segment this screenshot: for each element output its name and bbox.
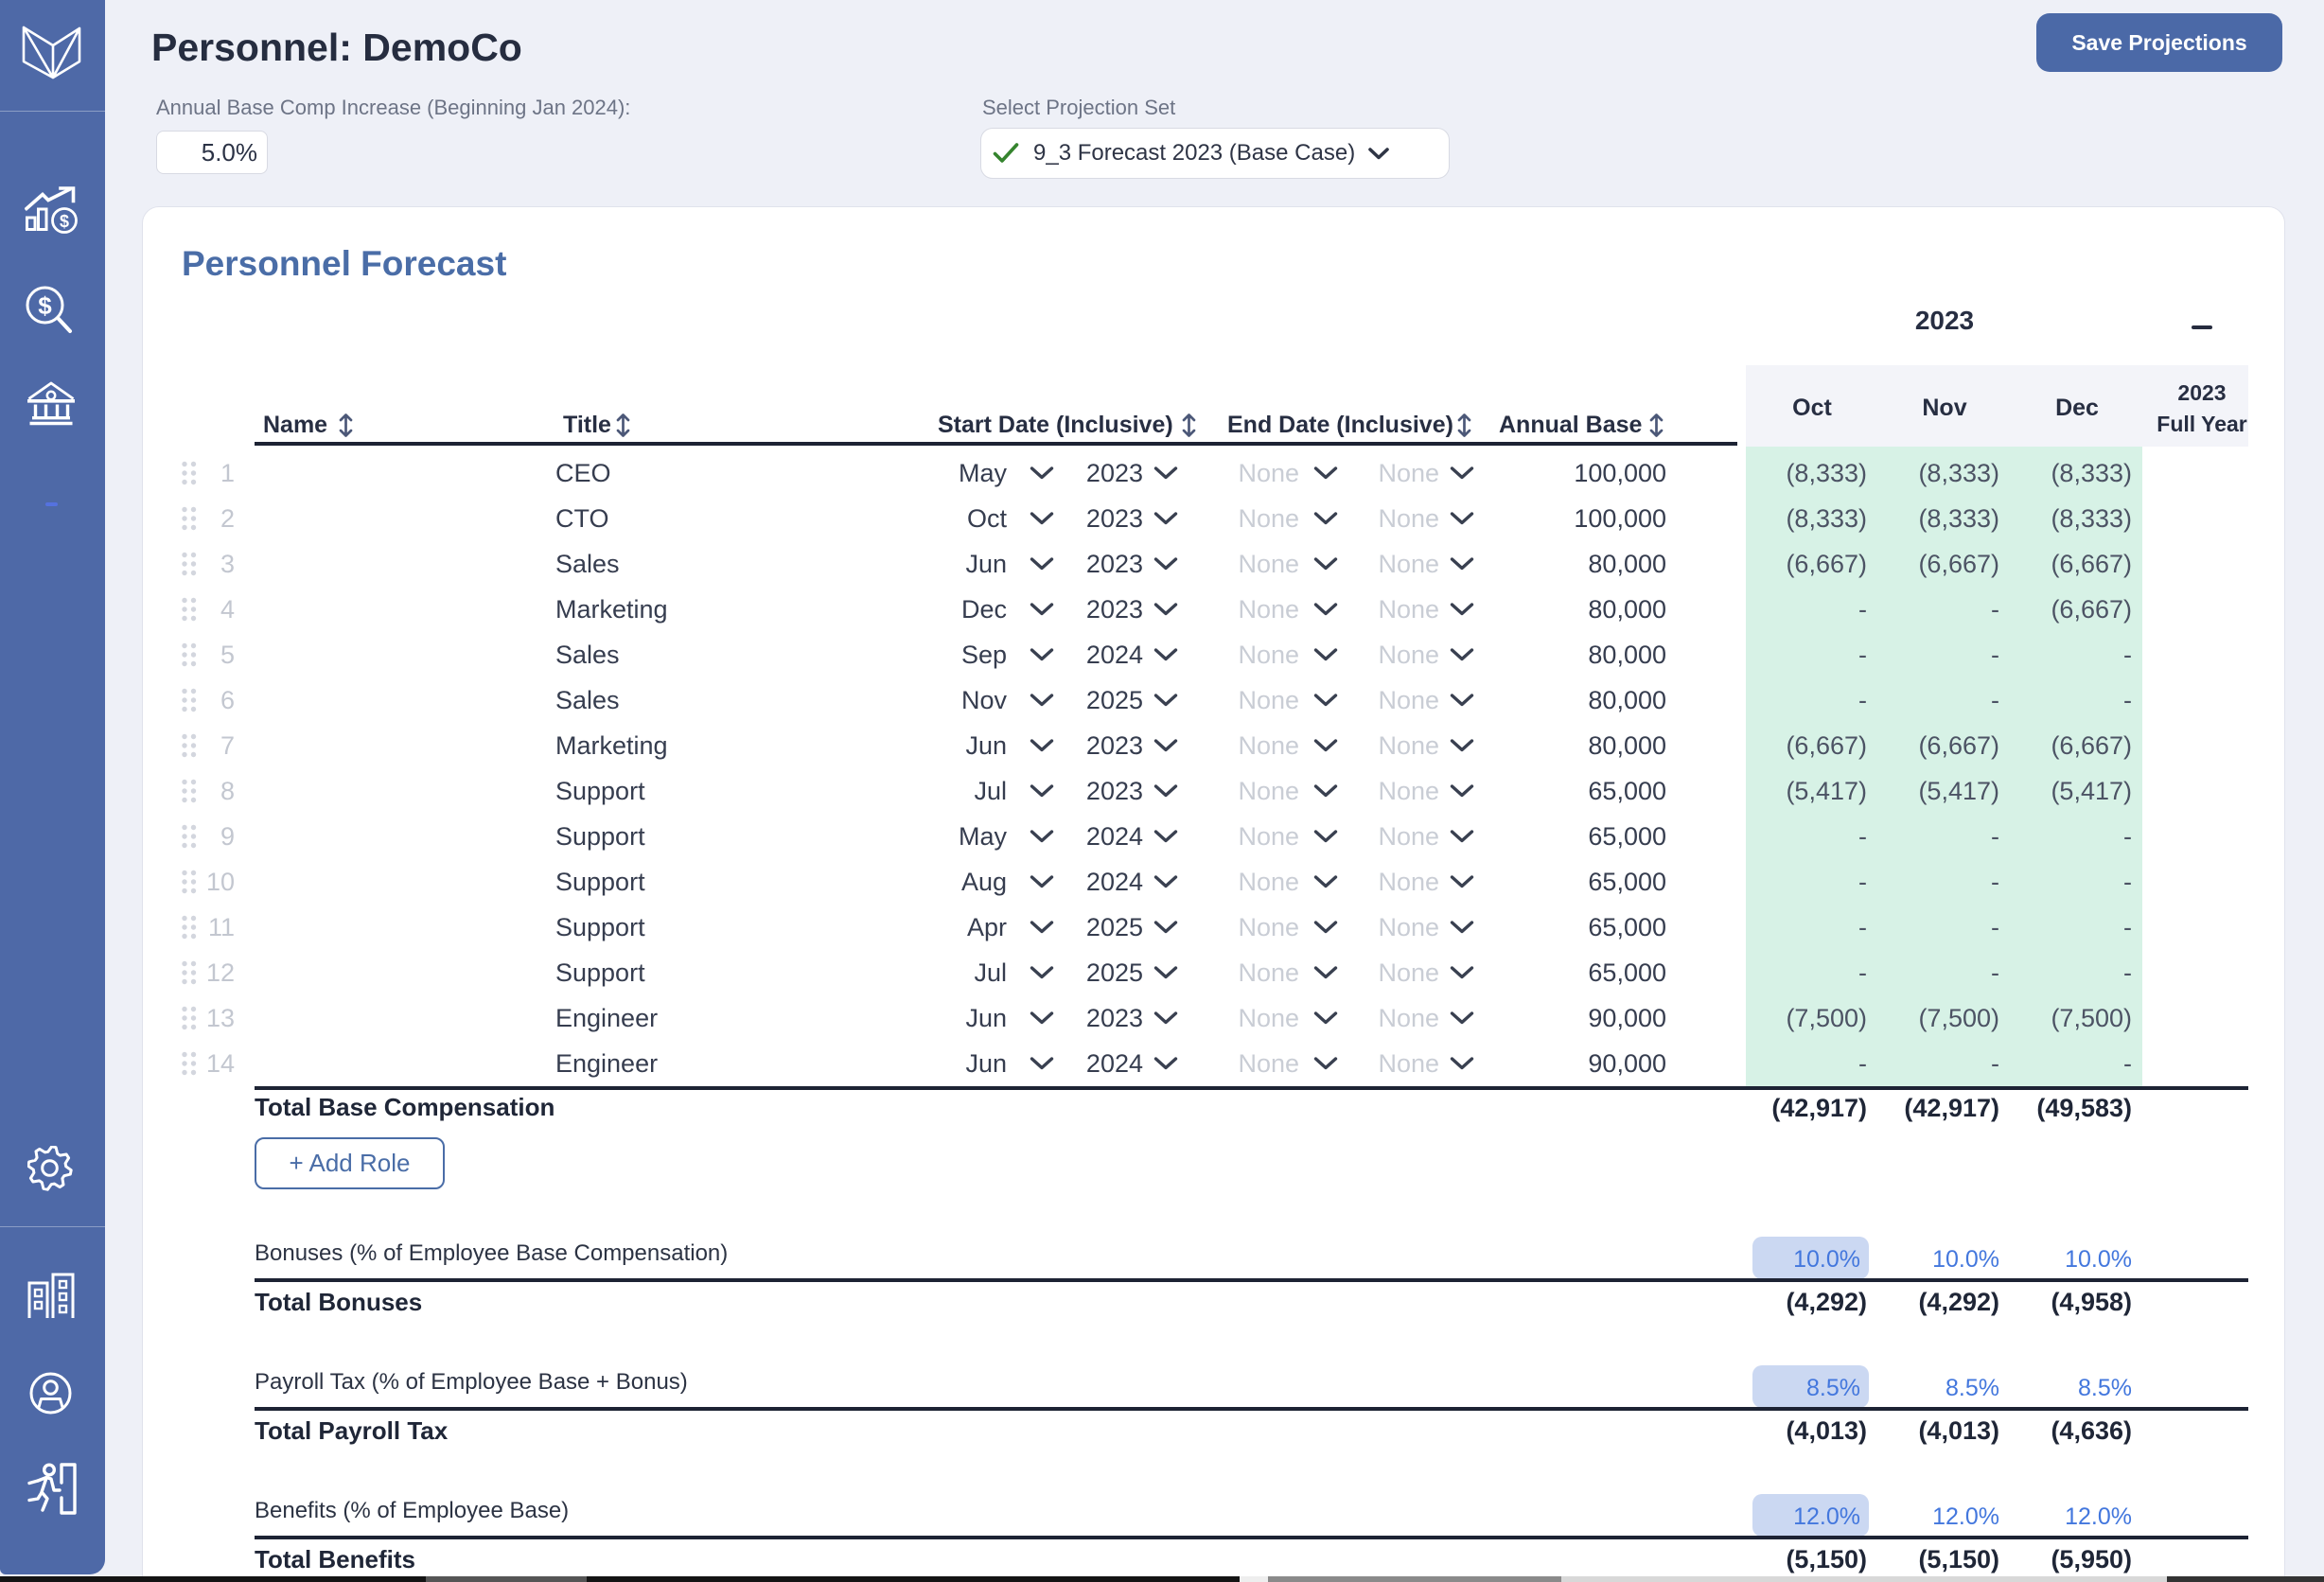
svg-text:$: $ bbox=[38, 291, 52, 320]
svg-text:$: $ bbox=[60, 212, 69, 231]
